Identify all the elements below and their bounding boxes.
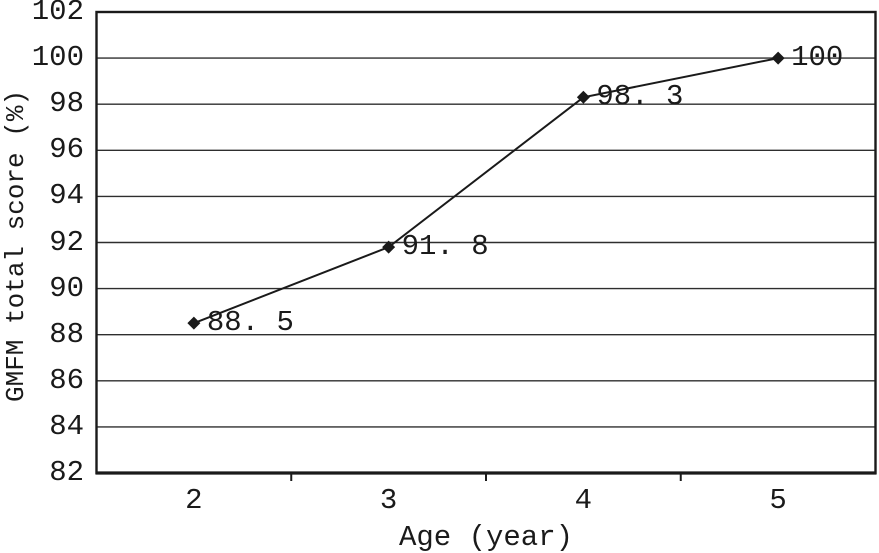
y-tick-label: 96: [49, 133, 84, 167]
y-tick-label: 92: [49, 225, 84, 259]
y-tick-label: 82: [49, 456, 84, 489]
y-tick-label: 86: [49, 363, 84, 397]
data-point-label: 91. 8: [401, 230, 489, 264]
y-tick-label: 90: [49, 271, 84, 305]
data-line: [193, 57, 779, 325]
data-point-marker: [576, 90, 590, 104]
data-point-marker: [771, 51, 785, 65]
data-point-marker: [187, 316, 201, 330]
data-point-label: 100: [791, 41, 844, 75]
y-tick-label: 100: [31, 41, 84, 75]
y-tick-label: 84: [49, 409, 84, 443]
x-tick-label: 3: [379, 484, 398, 517]
y-tick-label: 102: [31, 0, 84, 28]
y-tick-label: 98: [49, 87, 84, 121]
x-tick-label: 2: [185, 484, 203, 517]
data-point-label: 98. 3: [596, 80, 684, 114]
data-point-marker: [382, 240, 396, 254]
x-tick-label: 4: [574, 484, 593, 517]
y-tick-label: 88: [49, 317, 84, 351]
x-axis-title: Age (year): [398, 521, 574, 553]
data-point-label: 88. 5: [206, 306, 294, 340]
y-tick-label: 94: [49, 179, 84, 213]
x-tick-label: 5: [769, 484, 787, 517]
y-axis-title: GMFM total score (%): [1, 89, 31, 402]
